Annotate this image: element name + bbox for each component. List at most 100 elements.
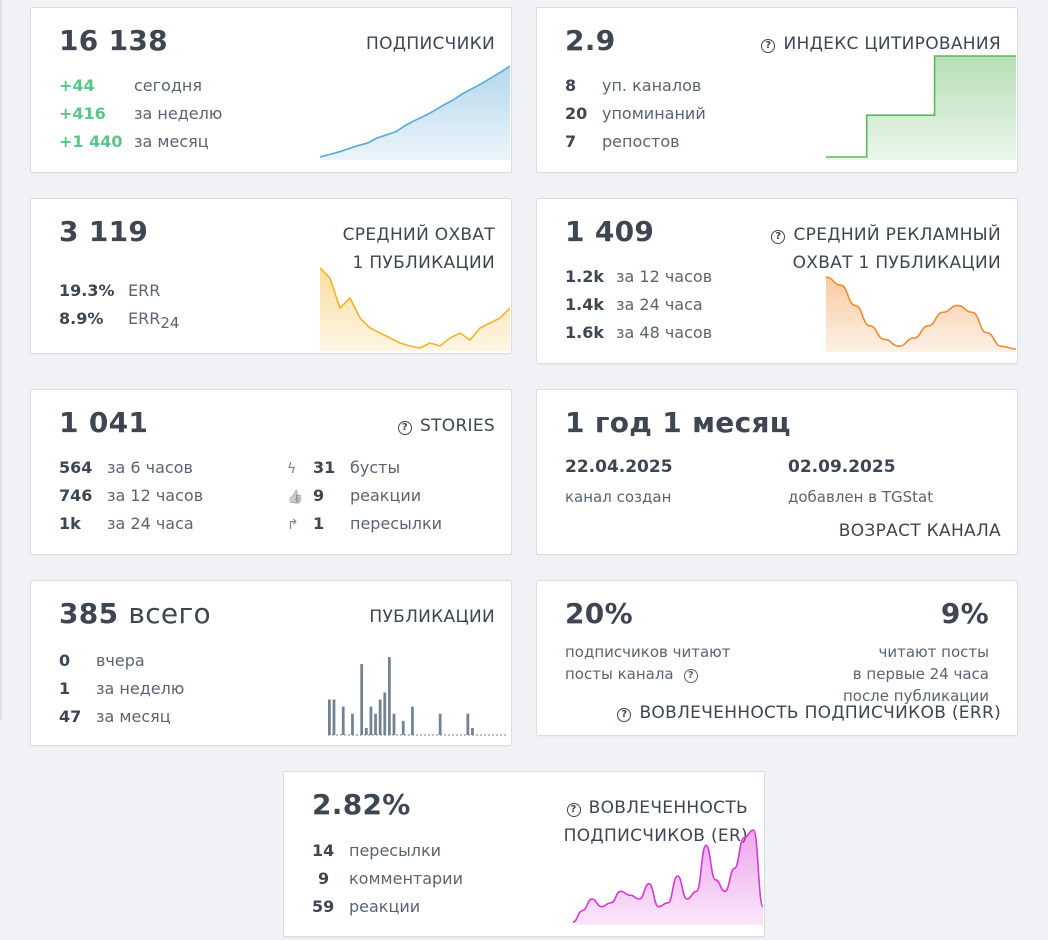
ad-reach-title-line1: СРЕДНИЙ РЕКЛАМНЫЙ — [793, 225, 1001, 245]
citation-stats: 8 уп. каналов 20 упоминаний 7 репостов — [565, 72, 706, 156]
bar — [388, 657, 391, 735]
er-title-line2: ПОДПИСЧИКОВ (ER) — [563, 826, 748, 846]
reach-sparkline — [320, 267, 510, 351]
stat-value: 9 — [313, 486, 325, 505]
ad-reach-sparkline — [826, 276, 1016, 352]
err-right-value: 9% — [940, 597, 989, 630]
subscribers-value: 16 138 — [59, 24, 168, 57]
stat-value: 31 — [313, 458, 336, 477]
er-title: ? ВОВЛЕЧЕННОСТЬ ПОДПИСЧИКОВ (ER) — [564, 794, 748, 850]
bar — [374, 713, 377, 735]
stat-label: ERR — [128, 309, 161, 328]
stat-label: пересылки — [350, 514, 443, 533]
stories-title-text: STORIES — [419, 416, 495, 436]
stat-row-forwards: ↱ 1 пересылки — [287, 510, 442, 538]
err-right-line3: после публикации — [842, 687, 989, 705]
stat-value: 0 — [59, 651, 71, 670]
channel-age-title: ВОЗРАСТ КАНАЛА — [838, 521, 1001, 541]
bar — [360, 664, 364, 735]
series-line — [826, 55, 1016, 158]
stat-value: 1 — [59, 679, 71, 698]
err-card[interactable]: 20% 9% подписчиков читают посты канала ? … — [536, 580, 1018, 736]
channel-age-card[interactable]: 1 год 1 месяц 22.04.2025 канал создан 02… — [536, 389, 1018, 555]
bar — [328, 699, 331, 735]
ad-reach-card[interactable]: 1 409 ? СРЕДНИЙ РЕКЛАМНЫЙ ОХВАТ 1 ПУБЛИКАЦ… — [536, 198, 1018, 364]
forward-arrow-icon: ↱ — [287, 517, 299, 533]
stat-value: 1.6k — [565, 323, 604, 342]
created-label: канал создан — [565, 488, 672, 506]
bar — [411, 706, 414, 735]
stat-label: упоминаний — [602, 104, 706, 123]
stat-value: 19.3% — [59, 281, 115, 300]
stat-label: репостов — [602, 132, 680, 151]
stat-row-boosts: ϟ 31 бусты — [287, 454, 442, 482]
publications-card[interactable]: 385 всего ПУБЛИКАЦИИ 0 вчера 1 за неделю 4… — [30, 580, 512, 746]
citation-title: ? ИНДЕКС ЦИТИРОВАНИЯ — [761, 30, 1001, 58]
er-card[interactable]: 2.82% ? ВОВЛЕЧЕННОСТЬ ПОДПИСЧИКОВ (ER) 14 п… — [283, 771, 765, 937]
bar — [378, 699, 382, 735]
er-value: 2.82% — [312, 788, 411, 821]
er-title-line1: ВОВЛЕЧЕННОСТЬ — [588, 798, 748, 818]
reach-title-line2: 1 ПУБЛИКАЦИИ — [352, 253, 495, 273]
err-left-line1: подписчиков читают — [565, 643, 731, 661]
subscribers-stats: +44 сегодня +416 за неделю +1 440 за месяц — [59, 72, 222, 156]
reach-title: СРЕДНИЙ ОХВАТ 1 ПУБЛИКАЦИИ — [343, 221, 495, 277]
series-area — [826, 277, 1016, 352]
stat-label: реакции — [349, 897, 421, 916]
series-line — [573, 829, 763, 923]
bar — [438, 713, 442, 735]
bar — [471, 727, 474, 735]
bar — [383, 692, 387, 735]
stories-views: 564 за 6 часов 746 за 12 часов 1k за 24 час… — [59, 454, 203, 538]
stat-value: 1k — [59, 514, 81, 533]
help-icon[interactable]: ? — [771, 230, 786, 244]
series-area — [320, 66, 510, 160]
stat-value: 746 — [59, 486, 93, 505]
thumbs-up-icon: 👍 — [287, 490, 304, 505]
citation-value: 2.9 — [565, 24, 616, 57]
publications-total: 385 — [59, 597, 119, 630]
stat-label: ERR — [128, 281, 161, 300]
help-icon[interactable]: ? — [617, 708, 632, 722]
err-right-line2: в первые 24 часа — [852, 665, 989, 683]
stat-row: 7 репостов — [565, 128, 706, 156]
stat-value: +416 — [59, 104, 106, 123]
bar — [341, 706, 345, 735]
citation-card[interactable]: 2.9 ? ИНДЕКС ЦИТИРОВАНИЯ 8 уп. каналов 20 у… — [536, 7, 1018, 173]
ad-reach-title-line2: ОХВАТ 1 ПУБЛИКАЦИИ — [792, 253, 1001, 273]
series-line — [320, 65, 510, 158]
help-icon[interactable]: ? — [761, 39, 776, 53]
er-stats: 14 пересылки 9 комментарии 59 реакции — [312, 837, 463, 921]
stat-row: 59 реакции — [312, 893, 463, 921]
bolt-icon: ϟ — [287, 461, 297, 477]
subscribers-card[interactable]: 16 138 ПОДПИСЧИКИ +44 сегодня +416 за неде… — [30, 7, 512, 173]
stories-value: 1 041 — [59, 406, 149, 439]
created-date: 22.04.2025 — [565, 457, 673, 477]
stat-row: 1.2k за 12 часов — [565, 263, 712, 291]
reach-value: 3 119 — [59, 215, 149, 248]
series-line — [320, 267, 510, 349]
help-icon[interactable]: ? — [566, 803, 581, 817]
err-right-line1: читают посты — [878, 643, 990, 661]
stat-label: реакции — [350, 486, 422, 505]
stat-row: 9 комментарии — [312, 865, 463, 893]
err-right-text: читают посты в первые 24 часа после публ… — [843, 641, 989, 707]
stat-label: за 48 часов — [616, 323, 713, 342]
reach-card[interactable]: 3 119 СРЕДНИЙ ОХВАТ 1 ПУБЛИКАЦИИ 19.3% ERR… — [30, 198, 512, 354]
stat-label: бусты — [350, 458, 401, 477]
stat-row-week: +416 за неделю — [59, 100, 222, 128]
stat-label: пересылки — [349, 841, 442, 860]
stories-interactions: ϟ 31 бусты 👍 9 реакции ↱ 1 пересылки — [287, 454, 442, 538]
stat-value: +44 — [59, 76, 95, 95]
help-icon[interactable]: ? — [397, 421, 412, 435]
stories-card[interactable]: 1 041 ? STORIES 564 за 6 часов 746 за 12 ча… — [30, 389, 512, 555]
err-title: ? ВОВЛЕЧЕННОСТЬ ПОДПИСЧИКОВ (ERR) — [617, 703, 1001, 723]
stat-row: 1k за 24 часа — [59, 510, 203, 538]
subscribers-sparkline — [320, 65, 510, 160]
err-title-text: ВОВЛЕЧЕННОСТЬ ПОДПИСЧИКОВ (ERR) — [639, 703, 1001, 723]
stat-value: 1.2k — [565, 267, 604, 286]
stat-row: 1.6k за 48 часов — [565, 319, 712, 347]
help-icon[interactable]: ? — [683, 669, 698, 683]
stat-label-subscript: 24 — [160, 314, 180, 332]
stat-label: за месяц — [96, 707, 171, 726]
